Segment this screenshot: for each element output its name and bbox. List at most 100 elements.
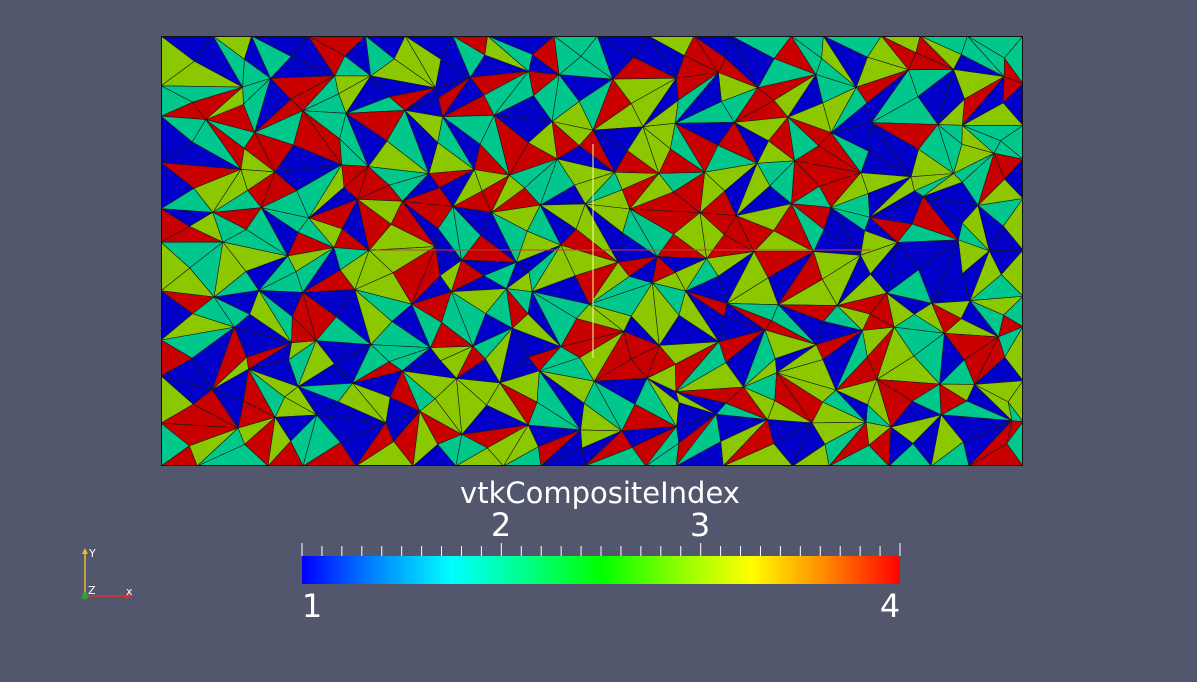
mesh-triangle (733, 121, 769, 164)
mesh-triangle (402, 173, 441, 202)
mesh-triangle (261, 207, 299, 257)
mesh-triangle (531, 290, 577, 348)
mesh-triangle (835, 389, 868, 423)
mesh-triangle (539, 370, 585, 431)
mesh-triangle (551, 120, 580, 160)
mesh-triangle (967, 36, 1005, 78)
mesh-triangle (777, 304, 824, 346)
mesh-triangle (253, 131, 294, 173)
colorbar-title: vtkCompositeIndex (460, 476, 740, 510)
mesh-triangle (267, 416, 292, 466)
mesh-triangle (212, 168, 248, 213)
mesh-triangle (351, 382, 391, 424)
mesh-triangle (699, 211, 725, 260)
mesh-triangle (642, 125, 671, 175)
mesh-triangle (540, 429, 583, 466)
mesh-triangle (302, 75, 339, 111)
mesh-triangle (726, 303, 773, 331)
mesh-triangle (592, 129, 628, 173)
mesh-triangle (830, 132, 869, 174)
mesh-triangle (675, 391, 727, 415)
mesh-triangle (260, 171, 298, 209)
mesh-triangle (251, 36, 292, 79)
mesh-triangle (735, 215, 775, 253)
mesh-triangle (248, 368, 285, 418)
mesh-triangle (646, 344, 676, 379)
mesh-triangle (592, 78, 632, 132)
mesh-triangle (828, 421, 870, 466)
mesh-triangle (161, 36, 195, 87)
mesh-triangle (699, 171, 726, 214)
mesh-triangle (919, 36, 962, 70)
mesh-triangle (787, 73, 824, 118)
colorbar-bar (301, 543, 901, 584)
mesh-triangle (258, 255, 297, 291)
mesh-triangle (452, 205, 481, 261)
mesh-triangle (205, 119, 245, 171)
mesh-triangle (161, 115, 193, 163)
mesh-triangle (539, 158, 575, 206)
mesh-triangles (161, 36, 1023, 466)
mesh-triangle (930, 414, 964, 466)
mesh-triangle (307, 36, 346, 77)
mesh-triangle (939, 383, 968, 416)
mesh-triangle (969, 300, 1004, 338)
mesh-triangle (402, 200, 439, 248)
mesh-triangle (675, 341, 727, 392)
mesh-triangle (354, 288, 393, 346)
mesh-triangle (505, 261, 530, 290)
mesh-triangle (674, 71, 722, 124)
mesh-triangle (836, 254, 871, 306)
mesh-triangle (835, 329, 868, 391)
mesh-triangle (881, 36, 917, 71)
triangle-mesh[interactable] (161, 36, 1023, 466)
mesh-triangle (499, 327, 529, 384)
mesh-triangle (593, 380, 636, 432)
mesh-triangle (161, 339, 193, 377)
mesh-triangle (404, 87, 439, 111)
mesh-triangle (404, 110, 439, 175)
colorbar-ticks (301, 543, 901, 556)
mesh-triangle (402, 347, 442, 372)
mesh-triangle (297, 340, 335, 388)
mesh-triangle (442, 116, 481, 171)
mesh-triangle (308, 163, 345, 219)
mesh-triangle (455, 433, 488, 466)
colorbar-tick-label-2: 2 (490, 506, 512, 544)
mesh-triangle (302, 110, 343, 166)
mesh-triangle (345, 75, 390, 114)
x-axis-arrowhead (126, 593, 132, 599)
mesh-triangle (297, 385, 339, 416)
mesh-triangle (585, 203, 623, 264)
mesh-triangle (869, 176, 915, 218)
mesh-triangle (452, 168, 483, 208)
mesh-triangle (693, 36, 726, 74)
mesh-triangle (871, 122, 919, 178)
mesh-triangle (248, 342, 292, 370)
mesh-triangle (922, 196, 963, 241)
mesh-triangle (355, 422, 395, 466)
mesh-triangle (836, 305, 871, 332)
mesh-triangle (974, 336, 1006, 385)
mesh-triangle (585, 171, 623, 205)
mesh-triangle (977, 204, 1004, 252)
x-axis-label: x (126, 585, 133, 598)
mesh-triangle (161, 241, 191, 292)
mesh-triangle (742, 386, 776, 421)
mesh-triangle (589, 304, 632, 332)
mesh-triangle (648, 36, 685, 79)
mesh-triangle (212, 36, 245, 89)
mesh-triangle (962, 75, 1005, 126)
mesh-triangle (351, 344, 390, 384)
colorbar-max-label: 4 (879, 587, 901, 625)
mesh-triangle (937, 68, 965, 126)
mesh-triangle (962, 125, 1002, 154)
mesh-triangle (931, 238, 963, 304)
mesh-triangle (888, 426, 914, 466)
mesh-triangle (411, 303, 442, 349)
mesh-triangle (404, 36, 442, 89)
mesh-triangle (161, 208, 190, 243)
mesh-triangle (450, 290, 487, 348)
mesh-triangle (302, 291, 337, 342)
